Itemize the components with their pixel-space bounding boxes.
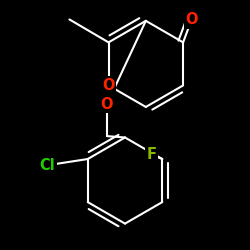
Text: F: F bbox=[146, 147, 156, 162]
Text: Cl: Cl bbox=[39, 158, 55, 173]
Text: O: O bbox=[101, 97, 113, 112]
Text: O: O bbox=[102, 78, 115, 93]
Text: O: O bbox=[186, 12, 198, 27]
